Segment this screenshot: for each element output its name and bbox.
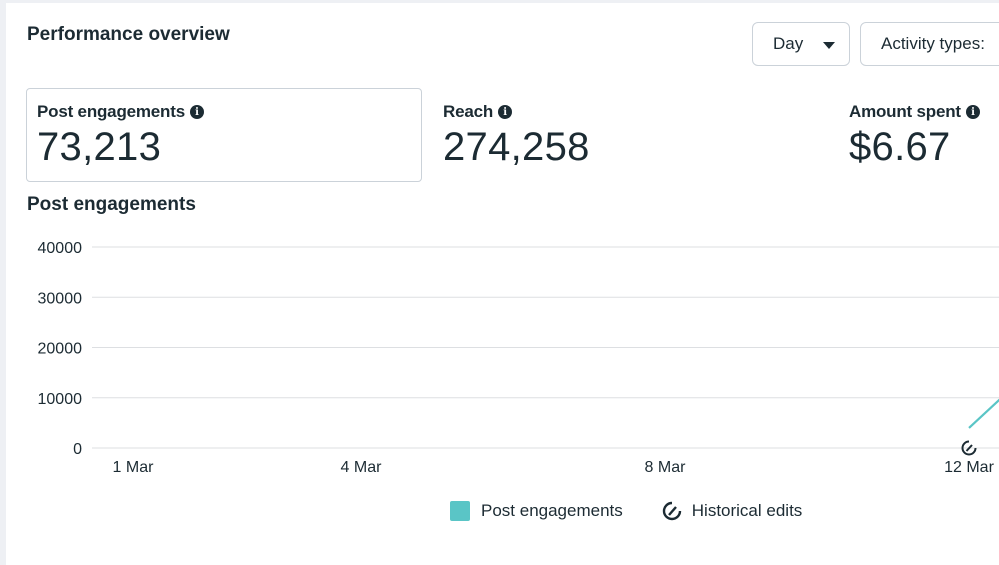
metric-label: Amount spent [849, 102, 961, 121]
x-tick-label: 4 Mar [341, 459, 383, 476]
metric-value: 73,213 [37, 125, 162, 169]
activity-types-dropdown[interactable]: Activity types: [860, 22, 999, 66]
metric-card-amount-spent[interactable]: Amount spent i $6.67 [838, 88, 999, 182]
day-dropdown-label: Day [773, 34, 804, 53]
historical-edits-icon [661, 500, 683, 522]
metric-card-post-engagements[interactable]: Post engagements i 73,213 [26, 88, 422, 182]
metric-card-reach[interactable]: Reach i 274,258 [432, 88, 822, 182]
chart-title: Post engagements [27, 194, 196, 215]
legend-label: Historical edits [691, 501, 803, 520]
legend-item-post-engagements[interactable]: Post engagements [450, 501, 623, 521]
info-icon[interactable]: i [189, 105, 204, 119]
historical-edit-arc [961, 440, 977, 456]
legend-label: Post engagements [481, 501, 623, 520]
caret-down-icon [823, 41, 835, 49]
metric-label: Post engagements [37, 102, 185, 121]
metric-value: 274,258 [443, 125, 590, 169]
info-icon[interactable]: i [965, 105, 980, 119]
y-tick-label: 40000 [38, 240, 83, 257]
x-tick-label: 1 Mar [113, 459, 155, 476]
info-icon[interactable]: i [498, 105, 513, 119]
y-tick-label: 30000 [38, 290, 83, 307]
x-tick-label: 8 Mar [645, 459, 687, 476]
page-title: Performance overview [27, 24, 230, 45]
series-line-post-engagements [968, 398, 999, 429]
historical-edit-marker [961, 440, 977, 456]
chart-legend: Post engagements Historical edits [450, 500, 840, 522]
y-tick-label: 0 [73, 441, 82, 458]
legend-swatch [450, 501, 470, 521]
window-top-edge [0, 0, 999, 3]
historical-edit-slash [965, 444, 973, 452]
metric-label: Reach [443, 102, 494, 121]
window-left-edge [0, 0, 6, 565]
y-tick-label: 10000 [38, 391, 83, 408]
legend-item-historical-edits[interactable]: Historical edits [661, 500, 803, 522]
day-dropdown[interactable]: Day [752, 22, 850, 66]
metric-value: $6.67 [849, 125, 951, 169]
x-tick-label: 12 Mar [944, 459, 994, 476]
y-tick-label: 20000 [38, 341, 83, 358]
activity-types-label: Activity types: [881, 34, 985, 53]
